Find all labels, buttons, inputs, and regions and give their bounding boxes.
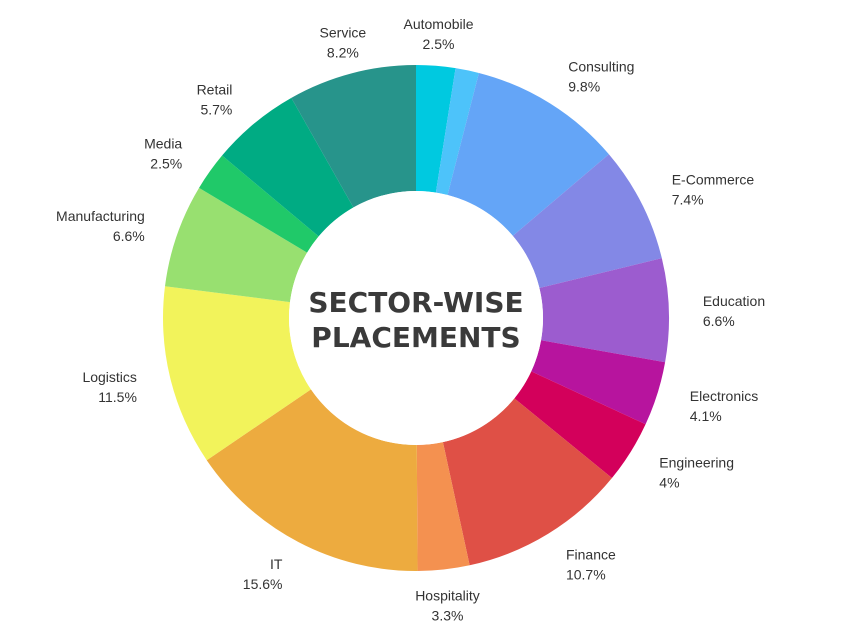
slice-e-commerce <box>512 154 662 288</box>
slice-label-name: Media <box>144 136 182 152</box>
slice-label-name: Retail <box>197 81 233 97</box>
slice-label-name: Education <box>703 293 765 309</box>
slice-label-value: 9.8% <box>568 79 600 95</box>
slice-electronics <box>531 340 666 425</box>
chart-title-line-2: PLACEMENTS <box>311 321 520 354</box>
slice-label-value: 3.3% <box>432 607 464 623</box>
slice-label-consulting: Consulting 9.8% <box>568 59 634 95</box>
slice-logistics <box>162 286 311 461</box>
slice-labels: Automobile 2.5% Consulting 9.8% E-Commerce 7.… <box>56 16 765 623</box>
slice-label-automobile: Automobile 2.5% <box>403 16 473 52</box>
slice-label-value: 11.5% <box>98 389 137 405</box>
slice-label-name: Service <box>320 24 367 40</box>
slice-label-logistics: Logistics 11.5% <box>82 369 136 405</box>
slice-label-name: Logistics <box>82 369 136 385</box>
slice-label-education: Education 6.6% <box>703 293 765 329</box>
slice-label-manufacturing: Manufacturing 6.6% <box>56 208 145 244</box>
slice-manufacturing <box>164 187 308 303</box>
slice-media <box>199 155 319 253</box>
slice-label-service: Service 8.2% <box>320 24 367 60</box>
slice-label-value: 6.6% <box>703 313 735 329</box>
slice-education <box>539 258 669 363</box>
slice-engineering <box>514 371 646 479</box>
slice-finance <box>442 398 612 566</box>
slice-label-name: Manufacturing <box>56 208 145 224</box>
slice-label-name: Electronics <box>690 388 758 404</box>
slice-label-media: Media 2.5% <box>144 136 182 172</box>
slice-label-name: E-Commerce <box>672 172 755 188</box>
slice-label-value: 5.7% <box>200 101 232 117</box>
slice-it <box>206 389 418 571</box>
slice-hospitality <box>416 442 470 571</box>
slice-unlabeled-1 <box>435 68 479 195</box>
donut-slices <box>162 65 669 571</box>
slice-label-value: 4% <box>659 474 679 490</box>
slice-label-hospitality: Hospitality 3.3% <box>415 587 480 623</box>
slice-label-value: 15.6% <box>243 576 283 592</box>
slice-label-value: 2.5% <box>150 156 182 172</box>
slice-label-name: IT <box>270 556 283 572</box>
slice-label-name: Hospitality <box>415 587 480 603</box>
slice-retail <box>222 97 354 237</box>
donut-hole <box>289 191 543 445</box>
slice-label-e-commerce: E-Commerce 7.4% <box>672 172 755 208</box>
slice-consulting <box>447 72 609 236</box>
slice-label-name: Engineering <box>659 454 734 470</box>
chart-title-line-1: SECTOR-WISE <box>308 286 523 319</box>
slice-label-value: 7.4% <box>672 192 704 208</box>
slice-label-value: 4.1% <box>690 408 722 424</box>
slice-label-value: 8.2% <box>327 44 359 60</box>
slice-label-it: IT 15.6% <box>243 556 283 592</box>
slice-label-value: 6.6% <box>113 228 145 244</box>
slice-label-value: 2.5% <box>423 36 455 52</box>
slice-service <box>291 65 416 208</box>
slice-automobile <box>416 65 456 193</box>
slice-label-value: 10.7% <box>566 567 606 583</box>
slice-label-finance: Finance 10.7% <box>566 547 616 583</box>
slice-label-name: Consulting <box>568 59 634 75</box>
slice-label-engineering: Engineering 4% <box>659 454 734 490</box>
slice-label-retail: Retail 5.7% <box>197 81 233 117</box>
slice-label-name: Automobile <box>403 16 473 32</box>
slice-label-electronics: Electronics 4.1% <box>690 388 758 424</box>
slice-label-name: Finance <box>566 547 616 563</box>
